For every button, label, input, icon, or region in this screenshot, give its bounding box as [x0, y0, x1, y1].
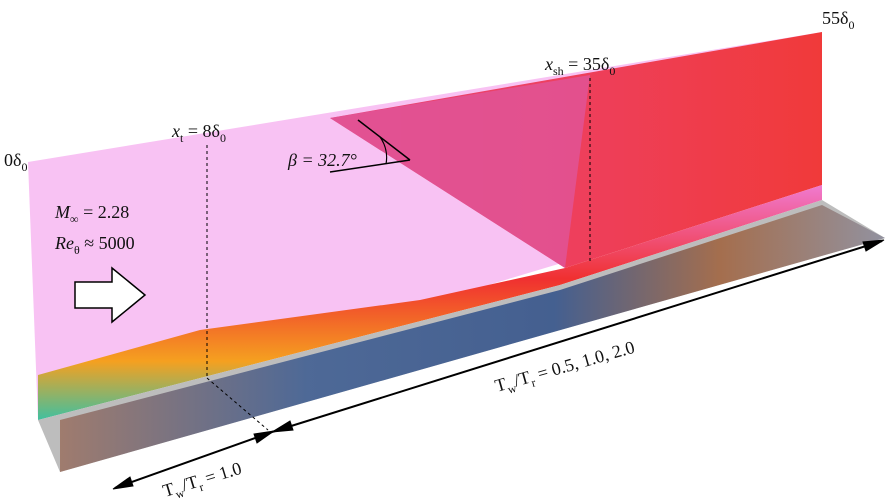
arrow-head — [272, 421, 293, 432]
label-text: = 35δ — [564, 54, 610, 74]
arrow-head — [863, 240, 884, 251]
label-text: β = 32.7° — [287, 150, 357, 170]
label-text: 55δ — [822, 8, 848, 28]
label-text: x — [544, 54, 553, 74]
label-text: x — [171, 121, 180, 141]
label: 55δ0 — [822, 8, 854, 32]
label: β = 32.7° — [287, 150, 357, 170]
label-text: = 2.28 — [79, 202, 130, 222]
label-text: = 0.5, 1.0, 2.0 — [531, 337, 637, 385]
label: Tw/Tr = 0.5, 1.0, 2.0 — [493, 337, 638, 400]
label-text: M — [54, 202, 71, 222]
label-text: Re — [54, 233, 74, 253]
label-text: ≈ 5000 — [80, 233, 135, 253]
arrow-head — [113, 477, 133, 489]
label-text: 0δ — [4, 150, 21, 170]
label-text: = 8δ — [183, 121, 220, 141]
label: 0δ0 — [4, 150, 27, 174]
arrow-head — [254, 431, 274, 443]
figure: 0δ0xt = 8δ0xsh = 35δ055δ0β = 32.7°M∞ = 2… — [0, 0, 885, 502]
label-text: = 1.0 — [198, 458, 244, 489]
subscript: 0 — [21, 160, 27, 174]
subscript: 0 — [848, 18, 854, 32]
subscript: 0 — [609, 64, 615, 78]
subscript: 0 — [220, 131, 226, 145]
subscript: sh — [553, 64, 564, 78]
subscript: ∞ — [70, 212, 79, 226]
label: Tw/Tr = 1.0 — [160, 458, 245, 502]
